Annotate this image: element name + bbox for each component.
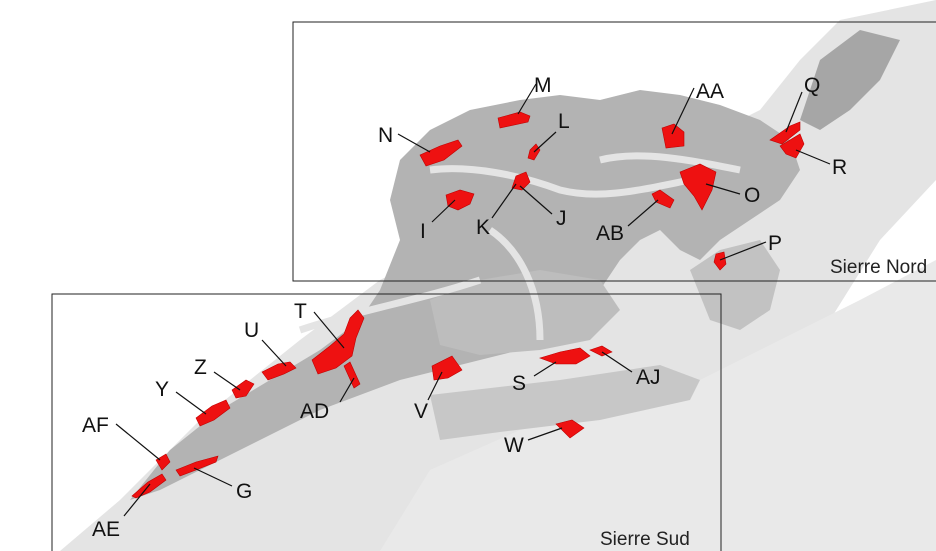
label-AD-text: AD [300,400,329,423]
zone-O [679,163,717,211]
zone-V [431,355,463,381]
label-AA-text: AA [696,80,724,103]
label-AE: AE [92,483,151,541]
frame-north [292,21,936,282]
label-G-text: G [236,480,252,503]
label-AE-text: AE [92,518,120,541]
zone-Y [195,399,231,427]
label-AB-text: AB [596,222,624,245]
zone-W [555,419,585,439]
label-M: M [517,74,552,115]
label-S-text: S [512,372,526,395]
zone-S [539,347,591,365]
label-AF: AF [82,414,161,461]
zone-J [511,171,531,191]
label-W-text: W [504,434,524,457]
label-AB: AB [596,199,659,245]
label-AJ: AJ [601,351,661,389]
label-L-text: L [558,110,570,133]
zone-AF [155,453,171,471]
label-U-text: U [244,319,259,342]
label-AA: AA [671,80,724,135]
label-AJ-text: AJ [636,366,661,389]
label-Z: Z [194,356,241,391]
zone-G [175,455,219,477]
label-J-text: J [556,207,567,230]
label-P: P [719,232,782,261]
frame-south-title: Sierre Sud [600,529,690,550]
label-K-text: K [476,216,490,239]
label-AF-text: AF [82,414,109,437]
road-corridors [298,152,741,341]
label-P-text: P [768,232,782,255]
zone-AJ [589,345,613,357]
zone-Q [769,121,801,145]
label-J: J [519,185,567,230]
label-N: N [378,124,431,153]
zone-AA [661,123,685,149]
label-T: T [294,300,345,349]
area-labels: I J K L M N O P Q R AA AB T U Z Y AF AE … [82,74,847,541]
frame-north-title: Sierre Nord [830,257,927,278]
label-Q-text: Q [804,74,820,97]
frame-south [51,293,722,551]
label-N-text: N [378,124,393,147]
label-Y-text: Y [155,378,169,401]
zone-P [713,251,727,271]
label-O: O [705,183,760,207]
label-T-text: T [294,300,307,323]
zone-AD [343,361,361,389]
label-Y: Y [155,378,207,415]
label-Z-text: Z [194,356,207,379]
label-I: I [420,199,456,243]
label-V: V [414,371,443,423]
zone-M [497,111,531,129]
label-R-text: R [832,156,847,179]
label-S: S [512,361,557,395]
zone-AB [651,189,675,209]
label-K: K [476,183,517,239]
label-R: R [795,149,847,179]
label-G: G [193,467,252,503]
label-V-text: V [414,400,428,423]
label-L: L [533,110,570,153]
zone-Z [231,379,255,399]
label-I-text: I [420,220,426,243]
label-W: W [504,427,563,457]
zone-T [311,309,365,375]
label-U: U [244,319,287,367]
label-O-text: O [744,184,760,207]
zone-U [261,361,297,381]
label-M-text: M [534,74,552,97]
zone-N [419,139,463,167]
label-Q: Q [785,74,820,133]
label-AD: AD [300,377,355,423]
